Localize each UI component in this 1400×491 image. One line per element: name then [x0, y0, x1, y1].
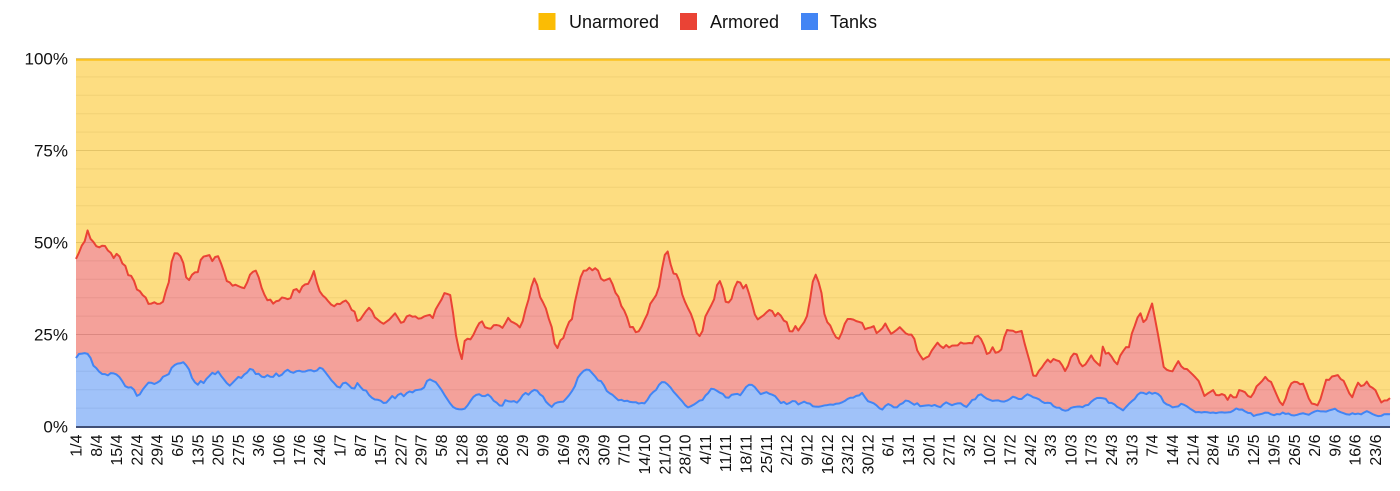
- svg-text:24/6: 24/6: [312, 434, 329, 465]
- svg-text:Tanks: Tanks: [830, 12, 877, 32]
- svg-text:16/9: 16/9: [556, 434, 573, 465]
- svg-text:26/5: 26/5: [1287, 434, 1304, 465]
- svg-text:0%: 0%: [43, 418, 68, 437]
- svg-text:20/1: 20/1: [921, 434, 938, 465]
- svg-text:100%: 100%: [25, 50, 68, 69]
- svg-text:19/5: 19/5: [1267, 434, 1284, 465]
- svg-text:16/12: 16/12: [820, 434, 837, 474]
- svg-text:24/2: 24/2: [1023, 434, 1040, 465]
- svg-text:21/10: 21/10: [657, 434, 674, 474]
- svg-text:26/8: 26/8: [495, 434, 512, 465]
- svg-text:29/4: 29/4: [150, 434, 167, 465]
- svg-text:29/7: 29/7: [414, 434, 431, 465]
- svg-text:31/3: 31/3: [1124, 434, 1141, 465]
- svg-text:25%: 25%: [34, 326, 68, 345]
- svg-text:16/6: 16/6: [1348, 434, 1365, 465]
- svg-text:22/7: 22/7: [393, 434, 410, 465]
- svg-text:6/1: 6/1: [881, 434, 898, 456]
- svg-text:2/9: 2/9: [515, 434, 532, 456]
- svg-text:7/4: 7/4: [1145, 434, 1162, 456]
- svg-text:75%: 75%: [34, 142, 68, 161]
- svg-text:13/1: 13/1: [901, 434, 918, 465]
- svg-text:19/8: 19/8: [475, 434, 492, 465]
- svg-text:10/2: 10/2: [982, 434, 999, 465]
- svg-text:12/5: 12/5: [1246, 434, 1263, 465]
- svg-text:21/4: 21/4: [1185, 434, 1202, 465]
- svg-text:23/12: 23/12: [840, 434, 857, 474]
- svg-text:8/4: 8/4: [89, 434, 106, 456]
- svg-text:15/7: 15/7: [373, 434, 390, 465]
- svg-text:14/10: 14/10: [637, 434, 654, 474]
- svg-text:3/2: 3/2: [962, 434, 979, 456]
- svg-text:Armored: Armored: [710, 12, 779, 32]
- svg-text:8/7: 8/7: [353, 434, 370, 456]
- svg-text:4/11: 4/11: [698, 434, 715, 464]
- svg-text:25/11: 25/11: [759, 434, 776, 473]
- svg-text:17/3: 17/3: [1084, 434, 1101, 465]
- svg-text:18/11: 18/11: [739, 434, 756, 473]
- svg-text:5/8: 5/8: [434, 434, 451, 456]
- svg-text:2/12: 2/12: [779, 434, 796, 465]
- svg-text:5/5: 5/5: [1226, 434, 1243, 456]
- svg-text:23/6: 23/6: [1368, 434, 1385, 465]
- svg-text:10/3: 10/3: [1063, 434, 1080, 465]
- svg-text:10/6: 10/6: [272, 434, 289, 465]
- svg-text:9/12: 9/12: [800, 434, 817, 465]
- svg-text:17/2: 17/2: [1003, 434, 1020, 465]
- svg-text:28/10: 28/10: [678, 434, 695, 474]
- svg-text:3/6: 3/6: [251, 434, 268, 456]
- svg-text:12/8: 12/8: [454, 434, 471, 465]
- svg-text:30/12: 30/12: [860, 434, 877, 474]
- svg-text:30/9: 30/9: [596, 434, 613, 465]
- svg-text:11/11: 11/11: [718, 434, 735, 472]
- svg-text:15/4: 15/4: [109, 434, 126, 465]
- svg-text:23/9: 23/9: [576, 434, 593, 465]
- svg-text:1/4: 1/4: [69, 434, 86, 456]
- svg-text:6/5: 6/5: [170, 434, 187, 456]
- svg-text:27/5: 27/5: [231, 434, 248, 465]
- svg-text:24/3: 24/3: [1104, 434, 1121, 465]
- svg-text:9/6: 9/6: [1327, 434, 1344, 456]
- svg-text:3/3: 3/3: [1043, 434, 1060, 456]
- svg-text:Unarmored: Unarmored: [569, 12, 659, 32]
- svg-text:22/4: 22/4: [129, 434, 146, 465]
- svg-text:2/6: 2/6: [1307, 434, 1324, 456]
- svg-text:17/6: 17/6: [292, 434, 309, 465]
- svg-text:28/4: 28/4: [1206, 434, 1223, 465]
- svg-text:20/5: 20/5: [211, 434, 228, 465]
- svg-text:13/5: 13/5: [190, 434, 207, 465]
- svg-text:9/9: 9/9: [536, 434, 553, 456]
- svg-text:1/7: 1/7: [333, 434, 350, 456]
- svg-text:50%: 50%: [34, 234, 68, 253]
- svg-text:14/4: 14/4: [1165, 434, 1182, 465]
- svg-text:27/1: 27/1: [942, 434, 959, 465]
- svg-text:7/10: 7/10: [617, 434, 634, 465]
